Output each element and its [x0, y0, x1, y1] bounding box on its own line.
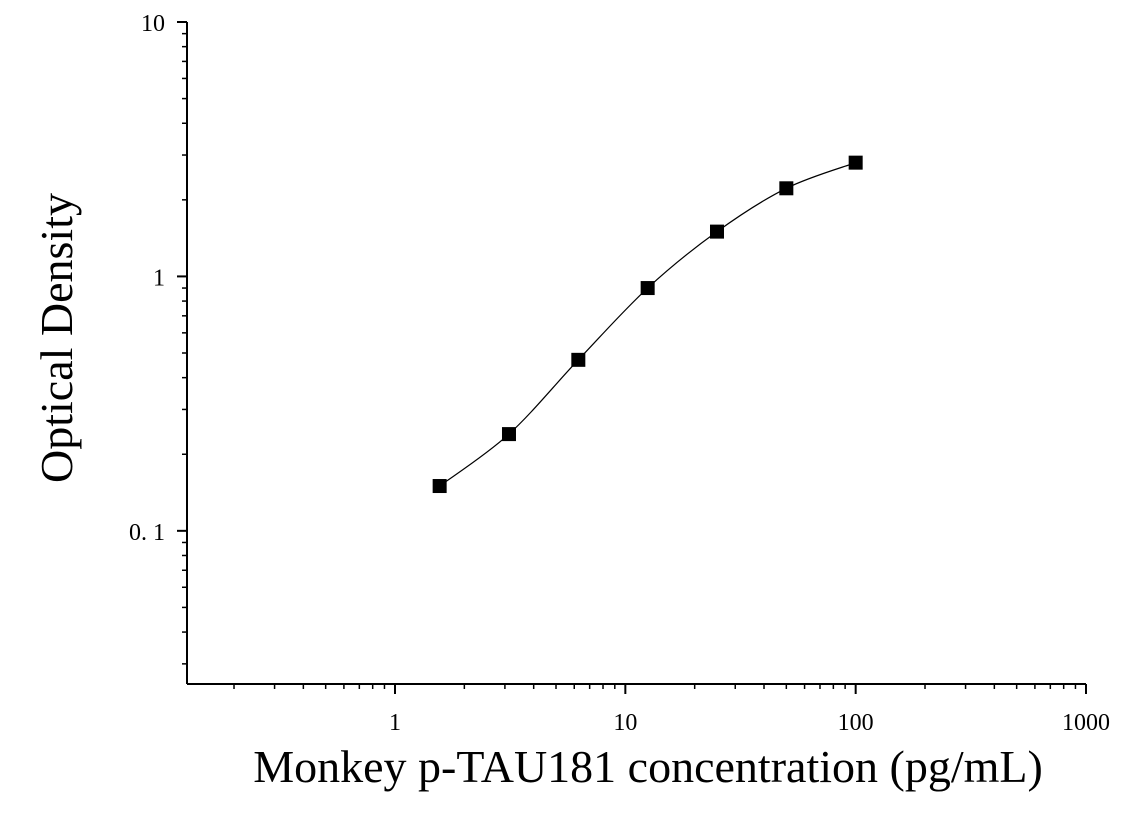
x-axis-label: Monkey p-TAU181 concentration (pg/mL)	[253, 741, 1043, 792]
data-point	[571, 352, 586, 367]
x-tick-label: 100	[838, 710, 874, 736]
x-tick-label: 1	[389, 710, 401, 736]
y-tick-label: 1	[153, 265, 165, 291]
y-tick-label: 10	[141, 11, 165, 37]
data-point	[501, 427, 516, 442]
data-point	[779, 181, 794, 196]
data-point	[709, 224, 724, 239]
y-tick-label: 0. 1	[129, 520, 165, 546]
x-tick-label: 1000	[1062, 710, 1110, 736]
y-axis-label: Optical Density	[31, 193, 82, 483]
x-tick-label: 10	[613, 710, 637, 736]
data-point	[432, 479, 447, 494]
data-point	[640, 281, 655, 296]
data-point	[848, 155, 863, 170]
